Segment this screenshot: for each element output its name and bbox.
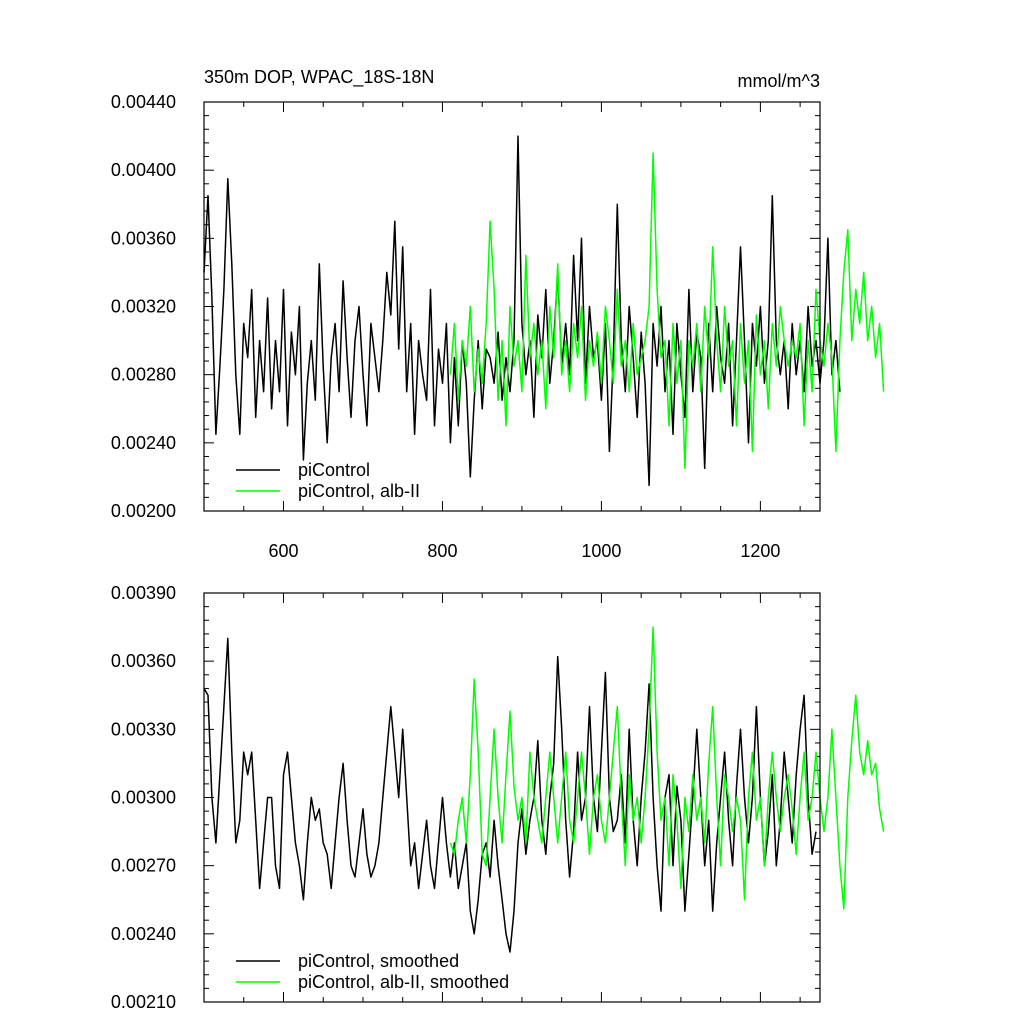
top-panel: 350m DOP, WPAC_18S-18N mmol/m^3 0.002000… [111,67,885,561]
legend-label-alb-ii-smoothed: piControl, alb-II, smoothed [298,972,509,992]
plot-area [203,626,885,953]
series-line-picontrol [203,135,841,487]
x-tick-label: 600 [268,541,298,561]
y-tick-label: 0.00320 [111,297,176,317]
bottom-panel: 0.00210 0.00240 0.00270 0.00300 0.00330 0.003… [111,583,885,1012]
y-tick-label: 0.00360 [111,651,176,671]
y-tick-label: 0.00240 [111,433,176,453]
series-line-alb-ii [449,626,885,910]
y-tick-label: 0.00400 [111,160,176,180]
axis-ticks: 0.00210 0.00240 0.00270 0.00300 0.00330 0.003… [111,583,820,1012]
legend: piControl, smoothed piControl, alb-II, s… [236,951,509,992]
legend: piControl piControl, alb-II [236,460,420,501]
y-tick-label: 0.00300 [111,788,176,808]
y-tick-label: 0.00440 [111,92,176,112]
y-tick-label: 0.00280 [111,365,176,385]
legend-label-picontrol-smoothed: piControl, smoothed [298,951,459,971]
chart-title: 350m DOP, WPAC_18S-18N [204,67,434,88]
units-label: mmol/m^3 [738,71,820,91]
plot-area [203,135,885,487]
y-tick-label: 0.00330 [111,719,176,739]
x-tick-label: 1000 [581,541,621,561]
y-tick-label: 0.00270 [111,856,176,876]
x-tick-label: 800 [427,541,457,561]
y-tick-label: 0.00360 [111,228,176,248]
y-tick-label: 0.00240 [111,924,176,944]
legend-label-alb-ii: piControl, alb-II [298,481,420,501]
series-line-alb-ii [449,152,885,470]
y-tick-label: 0.00200 [111,501,176,521]
axis-ticks: 0.00200 0.00240 0.00280 0.00320 0.00360 0.004… [111,92,820,561]
plot-frame [203,592,821,1003]
x-tick-label: 1200 [740,541,780,561]
legend-label-picontrol: piControl [298,460,370,480]
series-line-picontrol [203,637,817,953]
y-tick-label: 0.00210 [111,992,176,1012]
plot-frame [203,101,821,512]
y-tick-label: 0.00390 [111,583,176,603]
